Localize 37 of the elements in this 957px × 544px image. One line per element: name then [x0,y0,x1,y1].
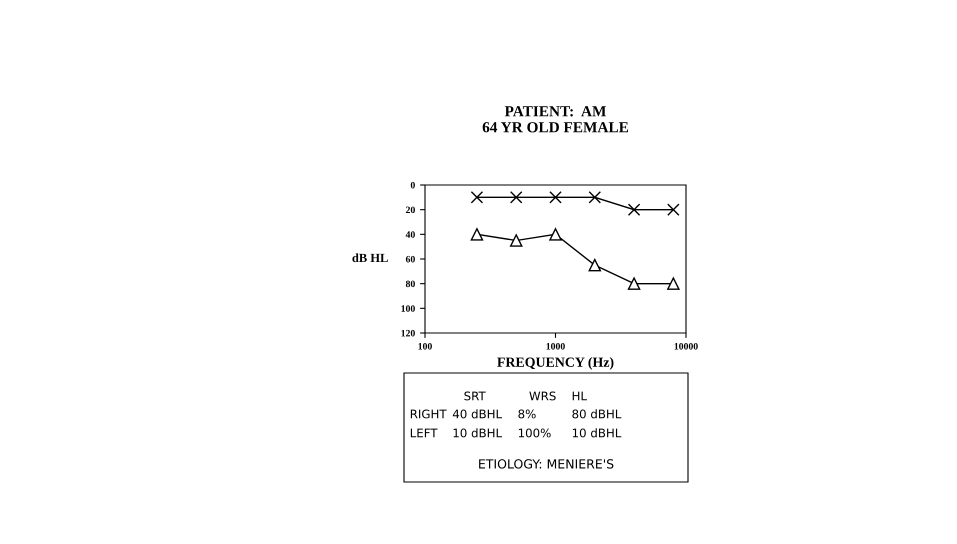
text: WRS [529,391,556,400]
y-tick-label: 20 [406,206,415,214]
point [510,234,522,247]
point [588,191,602,204]
point [628,203,640,216]
text: 10 dBHL [572,428,622,438]
y-tick-label: 80 [406,280,415,288]
point [628,277,640,290]
text: 80 dBHL [572,409,622,418]
point [549,191,562,204]
point [470,228,484,241]
y-tick-label: 120 [401,330,415,336]
chart-title: PATIENT: AM 64 YR OLD FEMALE [482,106,628,132]
x-tick-label: 10000 [674,343,698,350]
point [588,258,602,272]
y-tick-label: 0 [410,182,415,188]
text: ETIOLOGY: MENIERE'S [479,459,614,469]
y-axis-title: dB HL [352,253,388,262]
text: 40 dBHL [452,409,502,418]
y-tick-label: 40 [406,231,415,238]
text: LEFT [410,428,438,438]
text: 10 dBHL [454,428,502,438]
y-tick-label: 100 [401,305,415,312]
x-axis-title: FREQUENCY (Hz) [497,357,614,370]
text: 100% [518,428,551,438]
x-tick-label: 100 [418,343,432,350]
text: RIGHT [410,409,447,418]
point [510,191,522,204]
text: HL [572,392,587,400]
text: SRT [464,391,486,400]
text: 8% [518,409,536,418]
point [667,277,680,290]
point [667,203,680,216]
point [470,191,484,204]
point [549,228,562,241]
y-tick-label: 60 [406,256,415,262]
x-tick-label: 1000 [546,343,565,350]
